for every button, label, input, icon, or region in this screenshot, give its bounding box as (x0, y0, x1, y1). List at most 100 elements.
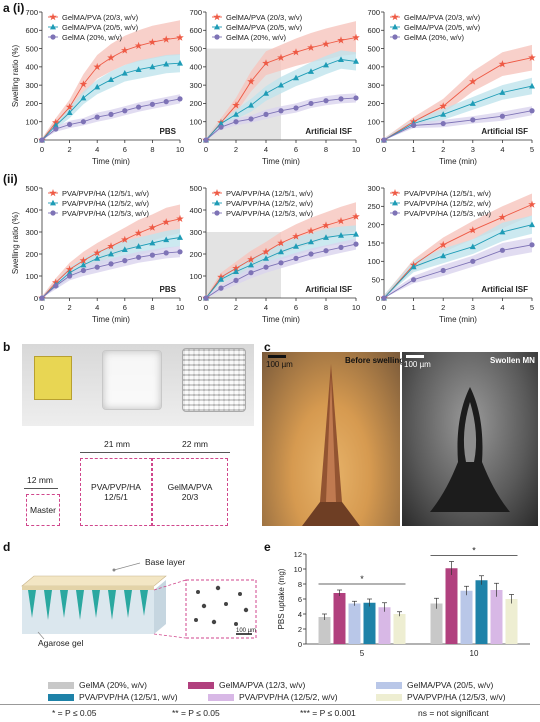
dim-22: 22 mm (182, 439, 208, 449)
legend-label: GelMA/PVA (20/5, w/v) (407, 680, 494, 690)
bar (460, 590, 473, 644)
data-point (293, 243, 299, 249)
y-tick-label: 300 (25, 228, 38, 237)
significance-label: * (472, 546, 476, 556)
y-tick-label: 100 (189, 272, 202, 281)
data-point (469, 77, 477, 85)
x-tick-label: 4 (500, 303, 504, 312)
data-point (338, 56, 344, 62)
data-point (203, 137, 209, 143)
panel-label-e: e (264, 540, 271, 554)
y-tick-label: 12 (294, 550, 302, 559)
data-point (108, 111, 114, 117)
data-point (135, 66, 142, 72)
x-tick-label: 0 (382, 145, 386, 154)
y-tick-label: 200 (367, 220, 380, 229)
data-point (163, 60, 170, 67)
legend-marker (391, 13, 399, 21)
data-point (529, 221, 535, 228)
series-line-0 (383, 57, 533, 141)
data-point (293, 255, 299, 261)
y-tick-label: 600 (367, 26, 380, 35)
data-point (338, 232, 344, 238)
y-tick-label: 400 (25, 63, 38, 72)
data-point (248, 270, 254, 276)
x-axis-label: Time (min) (92, 315, 130, 324)
legend-label: GelMA/PVA (20/5, w/v) (226, 23, 303, 32)
data-point (278, 260, 284, 266)
data-point (232, 264, 240, 272)
legend-swatch (48, 693, 74, 701)
data-point (529, 242, 535, 248)
error-band-2 (206, 238, 356, 298)
legend-label: GelMA/PVA (20/3, w/v) (62, 13, 139, 22)
significance-label: * (360, 574, 364, 584)
data-point (79, 256, 88, 264)
legend-entry: GelMA/PVA (12/3, w/v) (188, 680, 305, 690)
data-point (176, 33, 184, 41)
data-point (233, 268, 239, 274)
data-point (52, 122, 59, 128)
data-point (499, 228, 506, 235)
pva-patch (102, 350, 162, 410)
legend-label: GelMA (20%, w/v) (79, 680, 148, 690)
data-point (469, 226, 477, 234)
data-point (177, 96, 183, 102)
legend-marker (392, 23, 398, 30)
mn-before-photo (262, 352, 400, 526)
mn-before-needle (302, 364, 360, 526)
data-point (323, 234, 329, 240)
data-point (121, 246, 128, 252)
x-tick-label: 0 (204, 145, 208, 154)
x-tick-label: 8 (324, 145, 328, 154)
x-tick-label: 1 (412, 303, 416, 312)
data-point (353, 58, 359, 64)
data-point (381, 295, 387, 301)
x-tick-label: 5 (530, 303, 534, 312)
data-point (470, 117, 476, 123)
data-point (67, 121, 73, 128)
y-tick-label: 6 (298, 595, 302, 604)
legend-marker (49, 13, 57, 21)
legend-label: GelMA/PVA (20/3, w/v) (226, 13, 303, 22)
condition-label: Artificial ISF (481, 285, 528, 294)
data-point (163, 250, 169, 256)
data-point (411, 277, 417, 283)
x-tick-label: 2 (441, 145, 445, 154)
x-tick-label: 0 (382, 303, 386, 312)
data-point (263, 255, 269, 261)
swelling-chart-a3: 0 100 200 300 400 500 600 700 0 1 2 3 4 5 Time (min) Ge… (367, 8, 536, 166)
y-tick-label: 600 (189, 26, 202, 35)
mn-swollen-photo (402, 352, 538, 526)
data-point (149, 63, 156, 70)
data-point (439, 102, 447, 110)
swelling-chart-a4: 0 100 200 300 400 500 0 2 4 6 8 10 Time (min) Swellin… (11, 184, 184, 324)
data-point (352, 212, 360, 220)
error-band-2 (42, 246, 180, 298)
data-point (262, 247, 270, 255)
data-point (108, 261, 114, 267)
legend-marker (49, 189, 57, 197)
x-tick-label: 0 (40, 303, 44, 312)
panel-label-a: a (i) (3, 1, 25, 15)
data-point (121, 70, 128, 76)
data-point (163, 99, 169, 105)
y-tick-label: 700 (367, 8, 380, 17)
legend-label: PVA/PVP/HA (12/5/1, w/v) (404, 189, 491, 198)
y-tick-label: 700 (189, 8, 202, 17)
footnote-p2: ** = P ≤ 0.05 (172, 708, 220, 718)
x-axis-label: Time (min) (262, 315, 300, 324)
data-point (149, 239, 156, 246)
data-point (353, 231, 359, 237)
agarose-gel-label: Agarose gel (38, 638, 84, 648)
bar (378, 607, 391, 644)
data-point (263, 90, 269, 96)
gelma-label: GelMA/PVA 20/3 (152, 458, 228, 526)
data-point (107, 242, 115, 250)
y-tick-label: 4 (298, 610, 302, 619)
data-point (308, 251, 314, 257)
data-point (498, 60, 507, 68)
footnote-p1: * = P ≤ 0.05 (52, 708, 97, 718)
master-patch (34, 356, 72, 400)
category-label: 10 (470, 649, 479, 658)
